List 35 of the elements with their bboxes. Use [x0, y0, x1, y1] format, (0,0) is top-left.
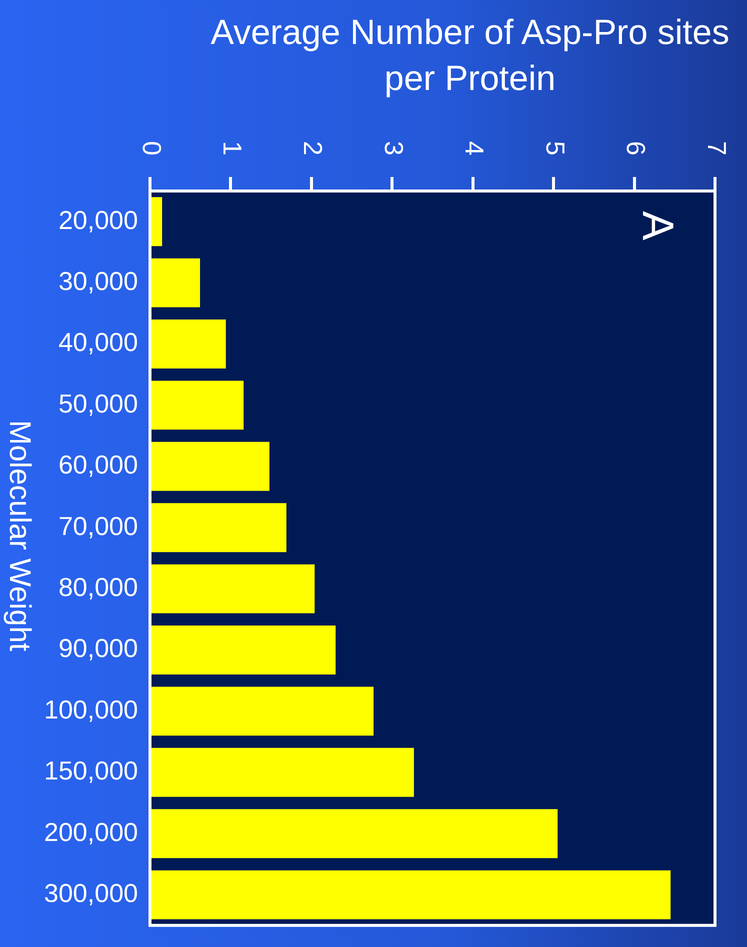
bar	[151, 686, 374, 736]
y-tick-label: 200,000	[44, 816, 138, 847]
bar	[151, 564, 315, 614]
y-tick-label: 300,000	[44, 878, 138, 908]
y-tick-label: 70,000	[58, 510, 138, 541]
y-tick-label: 30,000	[58, 266, 138, 296]
bar	[151, 197, 162, 246]
y-tick-label: 40,000	[58, 327, 138, 358]
x-tick-label: 6	[621, 141, 652, 156]
x-tick-label: 2	[298, 141, 328, 156]
bar	[151, 442, 270, 491]
bar	[151, 380, 244, 430]
x-tick-label: 3	[378, 141, 409, 156]
x-tick-label: 0	[136, 141, 167, 156]
y-axis-title: Molecular Weight	[2, 420, 36, 652]
x-tick-label: 7	[702, 141, 732, 156]
bar	[151, 320, 226, 368]
y-tick-label: 100,000	[44, 694, 138, 724]
x-tick-label: 1	[218, 141, 248, 156]
x-tick-label: 5	[540, 141, 570, 156]
y-tick-label: 80,000	[58, 572, 138, 602]
bar	[151, 503, 286, 552]
bar	[151, 809, 558, 858]
x-tick-label: 4	[460, 141, 490, 156]
bar	[151, 748, 414, 797]
y-tick-label: 60,000	[58, 450, 138, 480]
annotation: A	[632, 211, 682, 241]
bar	[151, 626, 336, 674]
bar	[151, 870, 671, 920]
y-tick-label: 20,000	[58, 204, 138, 235]
y-tick-label: 50,000	[58, 388, 138, 418]
y-tick-label: 90,000	[58, 633, 138, 664]
chart-title: Average Number of Asp-Pro sites per Protein	[210, 12, 730, 100]
y-tick-label: 150,000	[44, 756, 138, 786]
bar	[151, 258, 200, 308]
